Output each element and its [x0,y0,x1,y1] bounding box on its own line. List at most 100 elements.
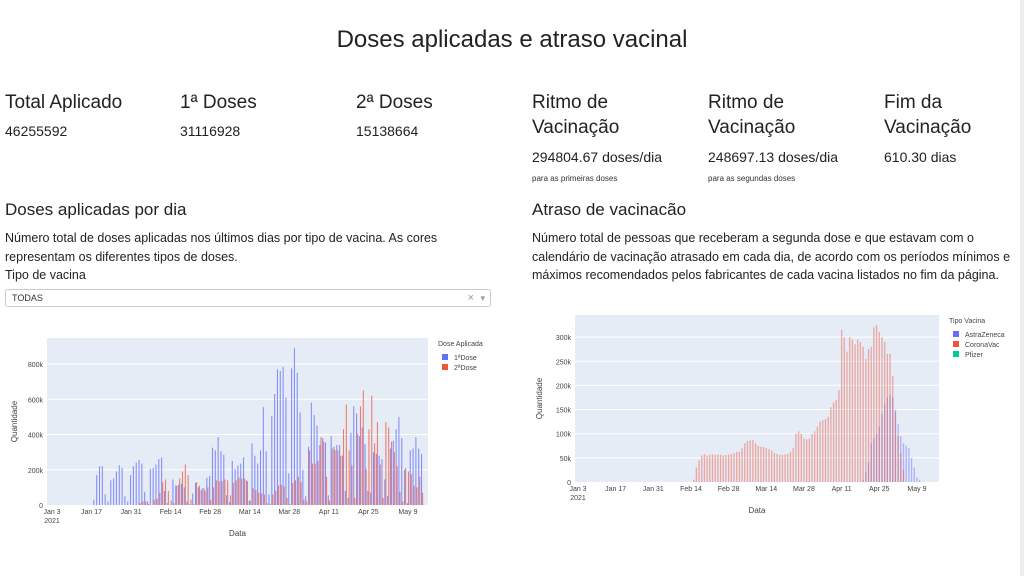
stat-value: 610.30 dias [884,149,957,165]
bar-1ªdose [324,442,327,505]
bar-2ªdose [255,490,257,505]
bar-2ªdose [227,480,229,505]
x-tick-label: May 9 [398,509,417,516]
bar-1ªdose [372,452,375,505]
bar-2ªdose [266,503,268,505]
doses-per-day-chart[interactable]: 0 200k 400k 600k 800k Jan 3 Jan 17 Jan 31 Feb 14… [0,320,520,550]
bar-2ªdose [379,464,381,505]
x-tick-label: Mar 14 [239,509,261,516]
bar-1ªdose [113,478,115,505]
bar-1ªdose [138,460,140,505]
bar-coronavac [752,439,754,482]
bar-2ªdose [385,422,387,505]
bar-1ªdose [214,450,216,505]
bar-2ªdose [340,455,342,505]
scrollbar[interactable] [1020,0,1024,576]
bar-coronavac [838,390,840,482]
bar-coronavac [865,358,867,482]
bar-2ªdose [269,504,271,505]
clear-icon[interactable]: × [467,292,474,304]
bar-1ªdose [186,501,188,505]
bar-1ªdose [291,368,293,505]
bar-2ªdose [323,441,325,505]
bar-1ªdose [121,467,123,505]
bar-2ªdose [410,474,412,505]
y-tick-label: 400k [28,433,44,440]
bar-coronavac [776,453,778,482]
y-axis-title: Quantidade [10,400,19,442]
chevron-down-icon[interactable]: ▾ [480,293,485,303]
stat-note: para as segundas doses [708,174,796,183]
bar-coronavac [886,354,889,482]
bar-2ªdose [187,475,189,505]
bar-coronavac [897,436,899,482]
bar-2ªdose [306,501,308,505]
bar-1ªdose [96,475,98,505]
bar-2ªdose [337,450,339,505]
bar-coronavac [722,455,724,482]
bar-2ªdose [167,490,169,505]
bar-2ªdose [173,503,175,505]
legend-swatch-icon [442,354,448,360]
bar-2ªdose [232,482,234,505]
bar-2ªdose [314,463,316,505]
bar-2ªdose [170,500,172,505]
bar-1ªdose [262,407,264,505]
bar-coronavac [883,341,886,482]
bar-2ªdose [176,485,178,505]
vaccine-type-dropdown[interactable]: TODAS × ▾ [5,289,491,307]
bar-1ªdose [251,443,253,505]
bar-1ªdose [268,494,270,505]
legend-swatch-icon [953,351,959,357]
bar-coronavac [854,344,856,482]
bar-astrazeneca [894,409,897,482]
bar-coronavac [757,445,759,482]
stat-note: para as primeiras doses [532,174,618,183]
bar-1ªdose [203,488,205,505]
bar-coronavac [797,431,800,482]
bar-1ªdose [316,425,318,505]
bar-1ªdose [197,487,199,505]
bar-1ªdose [135,462,137,505]
vaccination-delay-chart[interactable]: 0 50k 100k 150k 200k 250k 300k Jan 3 Jan 17 Jan 3… [520,300,1020,530]
bar-1ªdose [322,438,324,505]
bar-1ªdose [288,473,290,505]
bar-coronavac [744,443,746,482]
stat-first-doses: 1ª Doses 31116928 [180,90,257,139]
bar-1ªdose [421,453,423,505]
bar-1ªdose [217,437,219,505]
bar-astrazeneca [878,426,880,482]
bar-coronavac [803,438,805,482]
bar-1ªdose [149,468,151,505]
stat-label: Fim da Vacinação [884,92,972,138]
bar-1ªdose [308,446,310,505]
bar-1ªdose [276,369,278,505]
bar-1ªdose [409,450,411,505]
bar-1ªdose [305,496,307,505]
bar-2ªdose [193,504,195,505]
bar-1ªdose [115,471,117,505]
bar-coronavac [738,451,741,482]
bar-1ªdose [302,469,304,505]
bar-2ªdose [252,488,254,505]
y-tick-label: 600k [28,397,44,404]
vaccine-type-label: Tipo de vacina [5,268,86,282]
x-tick-label: Apr 25 [358,509,379,516]
bar-coronavac [762,447,765,482]
bar-coronavac [902,469,905,482]
bar-astrazeneca [883,404,886,482]
bar-1ªdose [415,437,417,505]
bar-1ªdose [358,436,360,505]
x-axis-title: Data [749,506,766,515]
y-tick-label: 250k [556,359,572,366]
bar-1ªdose [406,503,408,505]
x-tick-label: Mar 28 [278,509,300,516]
bar-1ªdose [299,412,301,505]
bar-2ªdose [210,499,212,505]
bar-2ªdose [181,471,184,505]
bar-astrazeneca [918,479,921,482]
bar-1ªdose [155,464,157,505]
x-tick-label: May 9 [907,486,926,493]
bar-2ªdose [196,482,198,505]
y-tick-label: 800k [28,362,44,369]
